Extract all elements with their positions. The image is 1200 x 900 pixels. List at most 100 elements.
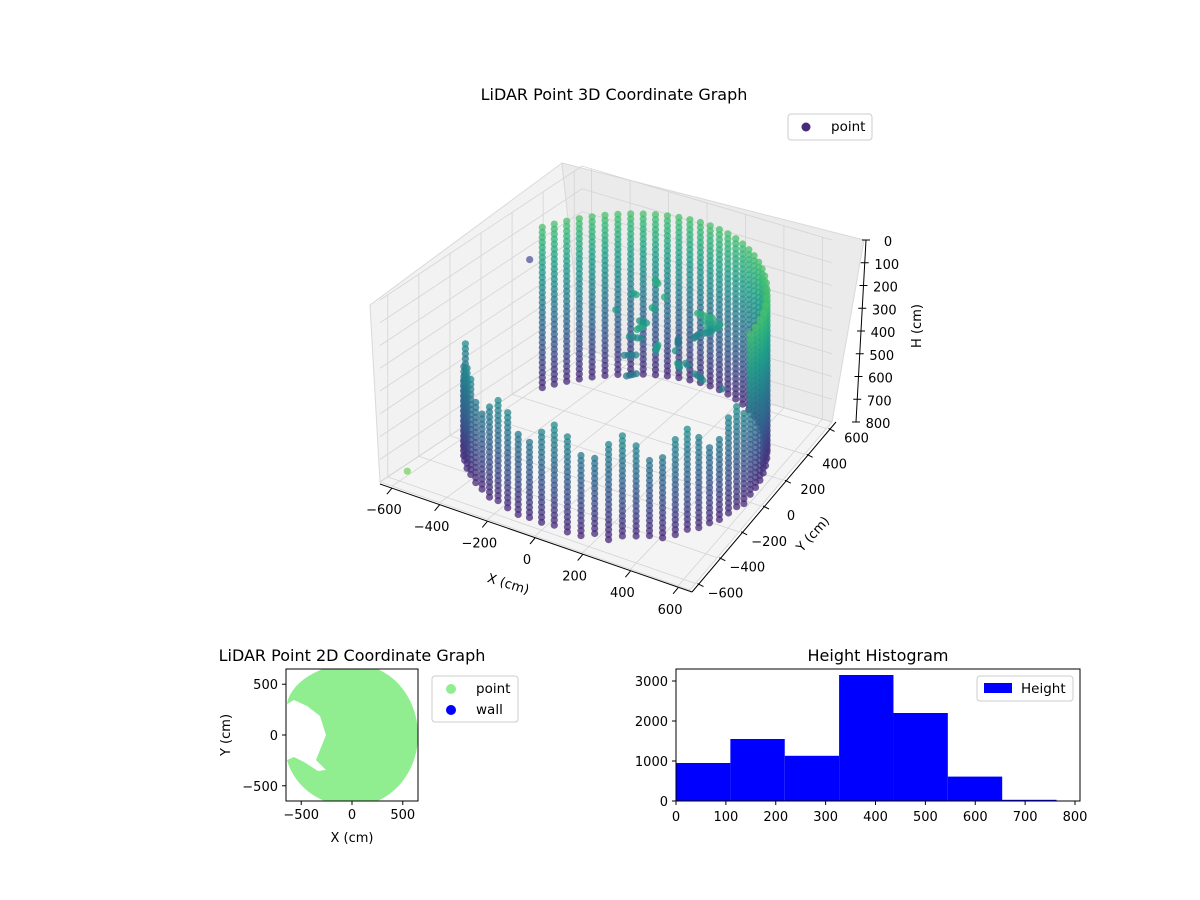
point-marker <box>472 413 480 422</box>
point-marker <box>614 350 622 359</box>
point-marker <box>671 526 679 534</box>
point-marker <box>705 489 714 497</box>
point-marker <box>550 305 558 313</box>
point-marker <box>740 475 748 483</box>
point-marker <box>601 316 609 324</box>
point-marker <box>588 288 596 296</box>
point-marker <box>696 288 705 297</box>
point-marker <box>472 433 480 442</box>
point-marker <box>601 351 609 360</box>
point-marker <box>494 416 502 425</box>
point-marker <box>724 459 733 467</box>
point-marker <box>627 310 635 318</box>
point-marker <box>601 271 609 279</box>
histogram-bar <box>947 776 1003 801</box>
point-marker <box>563 257 571 265</box>
point-marker <box>550 496 558 504</box>
x-tick-3d <box>434 504 440 512</box>
point-marker <box>601 296 609 304</box>
point-marker <box>514 430 522 438</box>
point-marker <box>706 242 714 250</box>
point-marker <box>663 247 672 255</box>
point-marker <box>632 527 640 535</box>
point-marker <box>478 470 486 478</box>
point-marker <box>746 345 754 353</box>
point-marker <box>724 499 733 507</box>
point-marker <box>651 321 660 329</box>
point-marker <box>715 311 724 319</box>
point-marker <box>485 488 494 496</box>
point-marker <box>485 428 494 436</box>
point-marker <box>715 286 724 294</box>
point-marker <box>724 419 733 427</box>
point-marker <box>478 485 486 493</box>
point-marker <box>706 377 714 385</box>
point-marker <box>525 448 534 456</box>
point-marker <box>684 361 692 369</box>
point-marker <box>601 291 609 299</box>
point-marker <box>671 491 679 499</box>
point-marker <box>715 515 724 524</box>
point-marker <box>632 482 640 490</box>
point-marker <box>671 347 680 355</box>
point-marker <box>591 464 599 472</box>
point-marker <box>632 452 640 460</box>
point-marker <box>605 445 613 454</box>
point-marker <box>563 227 571 235</box>
point-marker <box>632 467 640 475</box>
point-marker <box>627 255 635 263</box>
point-marker <box>601 281 609 289</box>
point-marker <box>627 315 635 323</box>
point-marker <box>627 365 635 373</box>
point-marker <box>740 434 748 443</box>
point-marker <box>671 446 679 454</box>
point-marker <box>514 495 522 503</box>
point-marker <box>724 355 732 363</box>
point-marker <box>538 374 546 382</box>
point-marker <box>639 235 647 243</box>
point-marker <box>686 286 694 294</box>
point-marker <box>675 238 683 247</box>
point-marker <box>563 272 571 280</box>
point-marker <box>563 357 571 365</box>
legend-3d-label-point: point <box>831 119 865 135</box>
point-marker <box>724 464 733 472</box>
point-marker <box>639 265 647 273</box>
point-marker <box>756 316 764 324</box>
point-marker <box>706 302 714 310</box>
point-marker <box>577 471 585 480</box>
point-marker <box>538 318 546 327</box>
point-marker <box>601 321 609 329</box>
point-marker <box>538 493 546 501</box>
point-marker <box>686 341 694 349</box>
point-marker <box>614 370 622 379</box>
point-marker <box>550 230 558 238</box>
point-marker <box>494 462 502 470</box>
point-marker <box>651 256 660 264</box>
point-marker <box>627 340 635 348</box>
point-marker <box>550 240 558 248</box>
point-marker <box>525 493 534 501</box>
point-marker <box>550 476 558 484</box>
point-marker <box>695 473 703 482</box>
point-marker <box>538 273 546 282</box>
point-marker <box>550 426 558 434</box>
point-marker <box>696 298 705 307</box>
point-marker <box>514 505 522 514</box>
point-marker <box>485 483 494 491</box>
point-marker <box>632 457 640 465</box>
point-marker <box>627 275 635 283</box>
point-marker <box>563 317 571 325</box>
y-axis-label-2d: Y (cm) <box>219 714 234 757</box>
point-marker <box>750 252 758 260</box>
point-marker <box>614 340 622 349</box>
point-marker <box>575 335 583 343</box>
y-tick-label-2d: 500 <box>253 678 278 693</box>
point-marker <box>632 472 640 480</box>
point-marker <box>675 298 683 307</box>
point-marker <box>746 330 754 338</box>
point-marker <box>588 303 596 311</box>
point-marker <box>696 253 705 262</box>
point-marker <box>478 410 486 418</box>
point-marker <box>494 431 502 440</box>
